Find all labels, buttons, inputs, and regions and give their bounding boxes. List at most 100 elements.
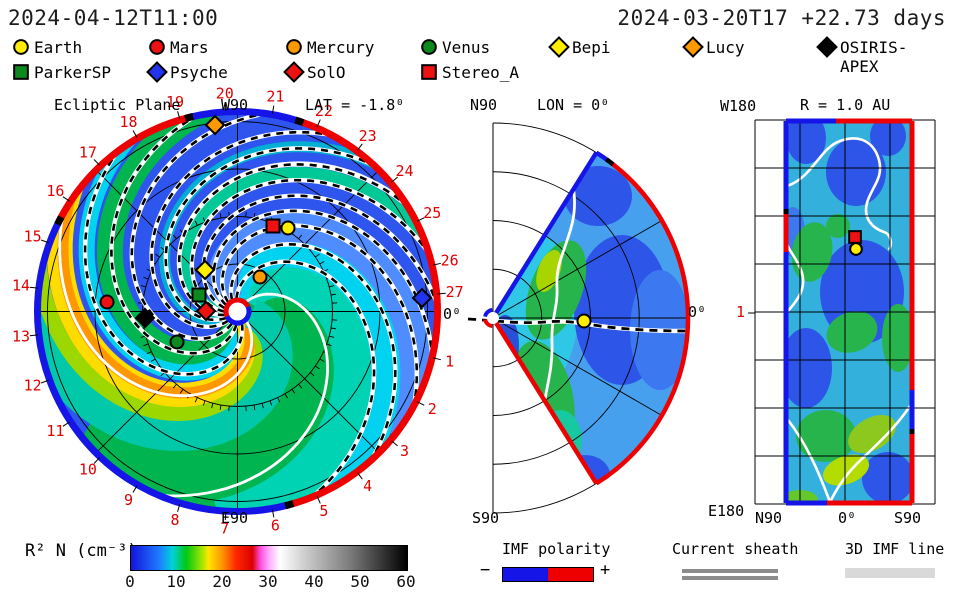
carrington-ring-label: 3 [400,442,409,460]
colorbar-tick-label: 10 [166,572,186,591]
stereo_a-legend-marker [421,64,437,80]
sun-boundary-ring [223,297,251,318]
carrington-ring-label: 13 [12,327,30,345]
current-sheath-swatch-bottom [682,576,778,580]
imf-polarity-swatch [502,567,594,582]
map-title: R = 1.0 AU [800,96,891,114]
legend-label: Earth [34,38,83,57]
carrington-ring-label: 26 [441,252,459,270]
meridional-south-label: S90 [472,509,500,527]
carrington-ring-label: 21 [266,87,284,105]
map-radius-label: 1 [736,303,746,321]
mercury-marker-ecliptic [252,269,268,285]
carrington-ring-label: 22 [315,102,333,120]
earth-marker-meridional [576,313,592,329]
ecliptic-east-label: E90 [221,509,249,527]
stereo_a-marker-map [848,230,862,244]
colorbar-tick-label: 50 [350,572,370,591]
imf-polarity-ring [188,108,301,125]
carrington-ring-label: 20 [216,84,234,102]
current-sheet-line [58,181,254,398]
carrington-ring-label: 18 [119,113,137,131]
venus-legend-marker [421,39,437,55]
sun-meridional [487,312,499,324]
ecliptic-zero-label: 0⁰ [443,305,462,323]
imf-line-under [201,193,437,331]
carrington-ring-label: 4 [363,477,372,495]
legend-label: Mars [170,38,209,57]
legend-label: Lucy [706,38,745,57]
legend-label: Psyche [170,63,228,82]
current-sheet-contour [786,137,893,251]
imf-line-title: 3D IMF line [845,540,945,558]
lucy-legend-marker [682,36,704,58]
carrington-ring-label: 19 [166,93,184,111]
carrington-ring-label: 9 [124,491,133,509]
colorbar [130,545,408,571]
imf-plus-sign: + [600,560,611,580]
sun-boundary-ring [224,305,252,326]
carrington-ring-label: 27 [446,283,464,301]
earth-marker-ecliptic [280,220,296,236]
carrington-ring-label: 25 [423,204,441,222]
colorbar-tick-label: 60 [396,572,416,591]
colorbar-tick-label: 0 [125,572,135,591]
psyche-marker-ecliptic [411,287,433,309]
colorbar-tick-label: 20 [212,572,232,591]
map-n90-label: N90 [755,509,783,527]
stereo_a-marker-ecliptic [265,218,281,234]
ecliptic-lat-label: LAT = -1.8⁰ [305,96,405,114]
map-west-label: W180 [720,97,757,115]
earth-legend-marker [13,39,29,55]
map-east-label: E180 [708,502,745,520]
imf-polarity-title: IMF polarity [502,540,611,558]
carrington-ring-label: 11 [46,422,64,440]
solo-marker-ecliptic [195,300,217,322]
imf-minus-sign: − [480,560,491,580]
colorbar-tick-label: 30 [258,572,278,591]
legend-label: Stereo_A [442,63,520,82]
legend-label: Mercury [307,38,375,57]
carrington-ring-label: 1 [445,352,454,370]
meridional-south-boundary [491,316,599,485]
legend-label: Bepi [572,38,611,57]
map-zero-label: 0⁰ [838,509,857,527]
meridional-outer-boundary [595,160,691,486]
legend-label: ParkerSP [34,63,112,82]
legend-label: OSIRIS-APEX [840,38,908,76]
imf-line-under [149,129,358,330]
meridional-title: LON = 0⁰ [537,96,610,114]
imf-line-under [234,259,377,511]
carrington-ring-label: 10 [79,461,97,479]
mercury-legend-marker [286,39,302,55]
parkersp-legend-marker [13,64,29,80]
lucy-marker-ecliptic [204,114,226,136]
psyche-legend-marker [146,61,168,83]
carrington-ring-label: 2 [428,400,437,418]
carrington-ring-label: 16 [46,182,64,200]
mars-legend-marker [149,39,165,55]
carrington-ring-label: 24 [395,162,413,180]
carrington-ring-label: 5 [319,502,328,520]
model-run-id: ENLIL-2.7 lowres-2283-a3b1f WSA_V2.2 GON… [4,581,955,600]
ecliptic-title: Ecliptic Plane [54,96,181,114]
imf-polarity-ring [288,117,441,509]
parkersp-marker-ecliptic [191,287,207,303]
solo-legend-marker [283,61,305,83]
osiris-apex-marker-ecliptic [134,307,156,329]
meridional-north-label: N90 [470,96,498,114]
bepi-marker-ecliptic [194,259,216,281]
carrington-ring-label: 12 [24,377,42,395]
carrington-ring-label: 6 [271,517,280,535]
carrington-ring-label: 15 [24,227,42,245]
ecliptic-west-label: W90 [221,96,249,114]
imf-polarity-ring [56,114,190,223]
imf-line-under [163,146,398,322]
carrington-ring-label: 17 [79,143,97,161]
imf-polarity-ring [34,219,291,515]
colorbar-label: R² N (cm⁻³) [25,541,138,561]
sun [228,302,247,321]
run-start-datetime: 2024-03-20T17 +22.73 days [617,6,946,30]
